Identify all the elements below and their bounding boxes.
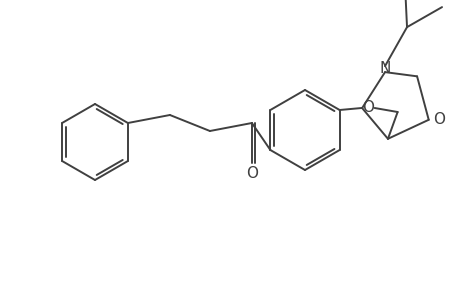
Text: N: N <box>379 61 390 76</box>
Text: O: O <box>432 112 444 127</box>
Text: O: O <box>246 166 257 181</box>
Text: O: O <box>361 100 373 116</box>
